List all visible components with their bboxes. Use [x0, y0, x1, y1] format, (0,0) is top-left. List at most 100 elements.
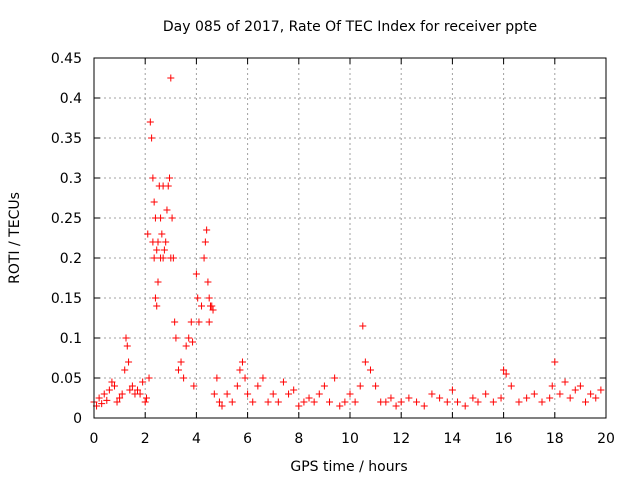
- x-tick-labels: 0 2 4 6 8 10 12 14 16 18 20: [90, 431, 615, 447]
- data-point: [144, 230, 152, 238]
- data-point: [134, 386, 142, 394]
- data-point: [103, 396, 111, 404]
- x-tick-label: 14: [443, 431, 461, 447]
- data-point: [285, 390, 293, 398]
- data-point: [592, 394, 600, 402]
- data-point: [160, 246, 168, 254]
- data-point: [500, 366, 508, 374]
- grid-lines: [94, 58, 606, 418]
- data-point: [341, 398, 349, 406]
- data-point: [361, 358, 369, 366]
- data-point: [116, 394, 124, 402]
- data-point: [198, 302, 206, 310]
- data-point: [118, 390, 126, 398]
- axis-ticks: [93, 57, 607, 419]
- data-point: [177, 358, 185, 366]
- data-point: [153, 302, 161, 310]
- data-point: [162, 238, 170, 246]
- data-point: [571, 386, 579, 394]
- data-point: [279, 378, 287, 386]
- data-point: [141, 398, 149, 406]
- data-point: [195, 318, 203, 326]
- data-point: [382, 398, 390, 406]
- data-point: [167, 74, 175, 82]
- data-point: [454, 398, 462, 406]
- data-point: [448, 386, 456, 394]
- data-point: [228, 398, 236, 406]
- data-point: [146, 118, 154, 126]
- data-point: [123, 342, 131, 350]
- data-point: [205, 318, 213, 326]
- x-tick-label: 4: [192, 431, 201, 447]
- data-point: [169, 254, 177, 262]
- data-point: [110, 382, 118, 390]
- data-point: [310, 398, 318, 406]
- data-point: [566, 394, 574, 402]
- data-point: [187, 318, 195, 326]
- data-point: [405, 394, 413, 402]
- data-point: [208, 302, 216, 310]
- data-point: [428, 390, 436, 398]
- data-point: [249, 398, 257, 406]
- x-axis-label: GPS time / hours: [290, 459, 407, 475]
- data-point: [150, 198, 158, 206]
- data-point: [192, 270, 200, 278]
- data-point: [185, 334, 193, 342]
- data-point: [158, 230, 166, 238]
- data-point: [121, 366, 129, 374]
- data-point: [530, 390, 538, 398]
- data-point: [108, 378, 116, 386]
- data-point: [190, 382, 198, 390]
- data-point: [166, 174, 174, 182]
- data-point: [180, 374, 188, 382]
- data-point: [482, 390, 490, 398]
- data-point: [515, 398, 523, 406]
- data-point: [145, 374, 153, 382]
- x-tick-label: 12: [392, 431, 410, 447]
- data-point: [223, 390, 231, 398]
- x-tick-label: 2: [141, 431, 150, 447]
- x-tick-label: 6: [243, 431, 252, 447]
- data-point: [359, 322, 367, 330]
- data-point: [113, 398, 121, 406]
- data-point: [172, 334, 180, 342]
- data-point: [105, 386, 113, 394]
- x-tick-label: 20: [597, 431, 615, 447]
- data-point: [205, 294, 213, 302]
- data-point: [474, 398, 482, 406]
- data-point: [168, 214, 176, 222]
- data-point: [269, 390, 277, 398]
- data-point: [387, 394, 395, 402]
- data-point: [98, 400, 106, 408]
- data-point: [264, 398, 272, 406]
- data-point: [489, 398, 497, 406]
- data-point: [331, 374, 339, 382]
- data-point: [561, 378, 569, 386]
- data-point: [150, 254, 158, 262]
- data-point: [538, 398, 546, 406]
- data-point: [182, 342, 190, 350]
- data-point: [126, 386, 134, 394]
- data-point: [336, 402, 344, 410]
- data-point: [164, 182, 172, 190]
- data-point: [241, 374, 249, 382]
- y-tick-label: 0.1: [60, 331, 82, 347]
- data-points: [90, 74, 605, 410]
- data-point: [154, 238, 162, 246]
- data-point: [351, 398, 359, 406]
- data-point: [397, 398, 405, 406]
- data-point: [413, 398, 421, 406]
- data-point: [507, 382, 515, 390]
- data-point: [254, 382, 262, 390]
- data-point: [502, 370, 510, 378]
- data-point: [151, 294, 159, 302]
- data-point: [315, 390, 323, 398]
- data-point: [154, 278, 162, 286]
- data-point: [244, 390, 252, 398]
- y-tick-label: 0: [73, 411, 82, 427]
- data-point: [153, 246, 161, 254]
- data-point: [300, 398, 308, 406]
- y-tick-label: 0.3: [60, 171, 82, 187]
- data-point: [356, 382, 364, 390]
- data-point: [290, 386, 298, 394]
